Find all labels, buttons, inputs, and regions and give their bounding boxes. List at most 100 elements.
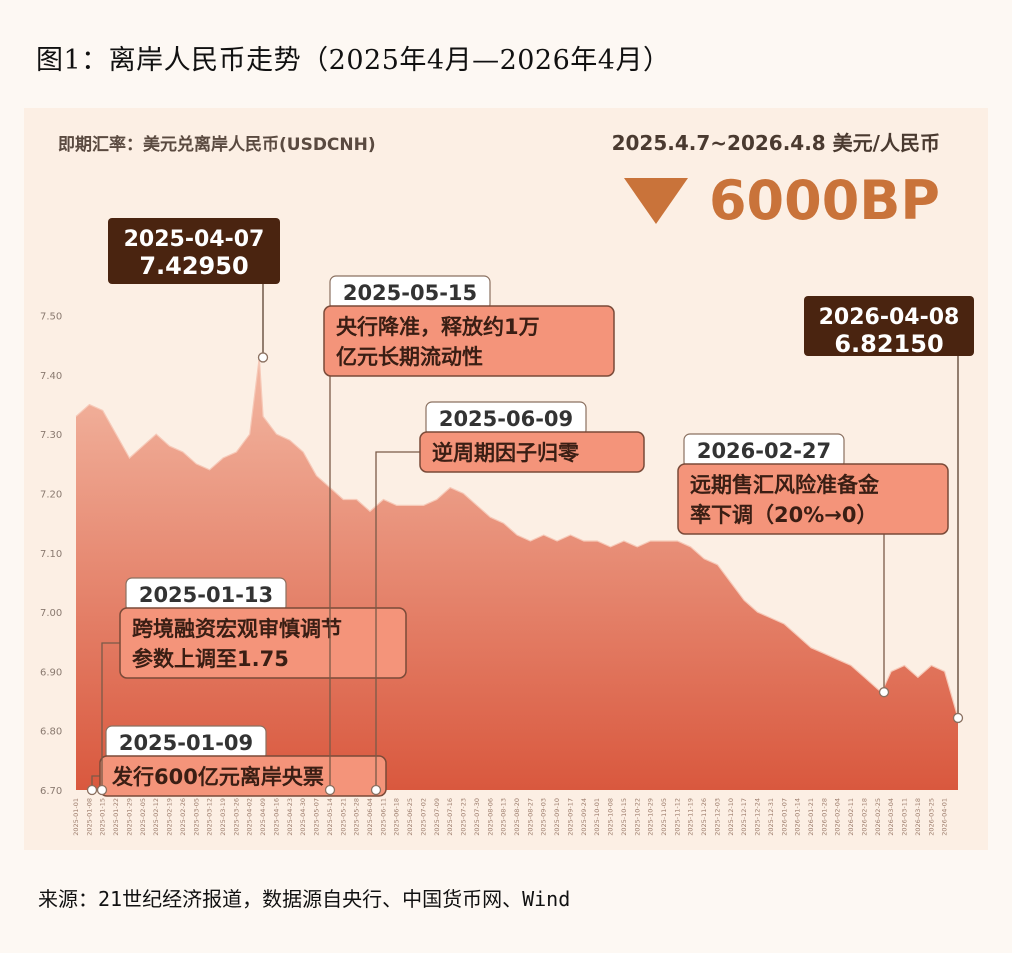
x-tick-label: 2025-10-15 [620, 798, 628, 836]
event-box [323, 305, 615, 377]
event-connector [375, 451, 420, 790]
event-callout: 2025-06-09 逆周期因子归零 [370, 401, 645, 796]
event-box [419, 431, 645, 473]
x-tick-label: 2026-01-28 [820, 798, 828, 836]
series-area [76, 357, 958, 790]
x-tick-label: 2025-05-21 [339, 798, 347, 836]
highlight-value: 7.42950 [139, 252, 248, 280]
y-tick-label: 6.80 [40, 727, 62, 738]
event-text: 发行600亿元离岸央票 [111, 765, 324, 789]
event-date: 2025-06-09 [439, 407, 573, 431]
x-tick-label: 2025-06-18 [393, 798, 401, 836]
y-tick-label: 7.10 [40, 549, 62, 560]
highlight-marker [952, 712, 964, 724]
event-marker [96, 784, 108, 796]
x-tick-label: 2025-09-03 [540, 798, 548, 836]
x-tick-label: 2025-04-09 [259, 798, 267, 836]
x-tick-label: 2025-06-25 [406, 798, 414, 836]
x-tick-label: 2026-02-25 [874, 798, 882, 836]
x-tick-label: 2025-04-30 [299, 798, 307, 836]
event-marker [370, 784, 382, 796]
header-left-label: 即期汇率：美元兑离岸人民币(USDCNH) [58, 134, 376, 155]
event-marker [86, 784, 98, 796]
y-tick-label: 7.50 [40, 312, 62, 323]
x-tick-label: 2025-05-07 [313, 798, 321, 836]
event-date: 2025-01-09 [119, 731, 253, 755]
y-tick-label: 7.40 [40, 371, 62, 382]
x-tick-label: 2026-03-25 [927, 798, 935, 836]
highlight-callout: 2025-04-077.42950 [108, 218, 280, 363]
x-tick-label: 2025-12-24 [754, 798, 762, 836]
highlight-callout: 2026-04-086.82150 [804, 296, 974, 724]
x-tick-label: 2025-09-24 [580, 798, 588, 836]
x-tick-label: 2025-05-14 [326, 798, 334, 836]
event-callout: 2025-01-09 发行600亿元离岸央票 [86, 725, 387, 797]
x-tick-label: 2026-01-21 [807, 798, 815, 836]
x-tick-label: 2025-01-29 [125, 798, 133, 836]
x-tick-label: 2025-11-19 [687, 798, 695, 836]
x-tick-label: 2025-07-16 [446, 798, 454, 836]
x-tick-label: 2025-07-23 [460, 798, 468, 836]
event-text: 央行降准，释放约1万 [336, 315, 540, 339]
x-tick-label: 2025-08-20 [513, 798, 521, 836]
event-box [119, 607, 407, 679]
x-tick-label: 2025-11-26 [700, 798, 708, 836]
x-tick-label: 2025-10-29 [647, 798, 655, 836]
x-tick-label: 2026-03-11 [901, 798, 909, 836]
x-tick-label: 2026-01-07 [780, 798, 788, 836]
x-tick-label: 2025-10-08 [607, 798, 615, 836]
y-tick-label: 7.20 [40, 490, 62, 501]
x-tick-label: 2026-03-04 [887, 798, 895, 836]
x-tick-label: 2025-11-05 [660, 798, 668, 836]
event-date: 2026-02-27 [697, 439, 831, 463]
event-marker [878, 687, 890, 698]
x-tick-label: 2025-04-02 [246, 798, 254, 836]
header-change: 6000BP [709, 169, 940, 232]
event-marker [324, 784, 336, 796]
x-tick-label: 2025-03-26 [232, 798, 240, 836]
x-tick-label: 2025-05-28 [353, 798, 361, 836]
x-tick-label: 2025-01-01 [72, 798, 80, 836]
down-arrow-icon [624, 178, 688, 224]
highlight-value: 6.82150 [834, 330, 943, 358]
header-period: 2025.4.7~2026.4.8 美元/人民币 [612, 131, 940, 155]
x-tick-label: 2025-04-23 [286, 798, 294, 836]
x-tick-label: 2025-06-04 [366, 798, 374, 836]
highlight-box [804, 296, 974, 356]
x-tick-label: 2025-01-22 [112, 798, 120, 836]
highlight-date: 2026-04-08 [819, 305, 960, 330]
x-tick-label: 2025-08-13 [500, 798, 508, 836]
event-box [677, 463, 949, 535]
x-tick-label: 2025-10-22 [633, 798, 641, 836]
figure-title: 图1：离岸人民币走势（2025年4月—2026年4月） [36, 45, 671, 76]
x-tick-label: 2025-12-10 [727, 798, 735, 836]
event-text: 率下调（20%→0） [690, 503, 877, 527]
source-note: 来源：21世纪经济报道，数据源自央行、中国货币网、Wind [38, 887, 571, 911]
y-tick-label: 7.30 [40, 430, 62, 441]
highlight-date: 2025-04-07 [124, 227, 265, 252]
x-tick-label: 2025-06-11 [379, 798, 387, 836]
x-tick-label: 2025-11-12 [673, 798, 681, 836]
x-tick-label: 2025-09-10 [553, 798, 561, 836]
x-tick-label: 2026-02-18 [860, 798, 868, 836]
x-tick-label: 2025-02-12 [152, 798, 160, 836]
x-tick-label: 2025-07-09 [433, 798, 441, 836]
x-tick-label: 2025-10-01 [593, 798, 601, 836]
event-date: 2025-01-13 [139, 583, 273, 607]
x-tick-label: 2025-12-31 [767, 798, 775, 836]
y-tick-label: 7.00 [40, 608, 62, 619]
x-tick-label: 2025-01-08 [85, 798, 93, 836]
x-tick-label: 2025-03-12 [206, 798, 214, 836]
event-text: 远期售汇风险准备金 [690, 473, 880, 497]
y-tick-label: 6.70 [40, 786, 62, 797]
event-date: 2025-05-15 [343, 281, 477, 305]
highlight-box [108, 218, 280, 284]
x-tick-label: 2025-03-05 [192, 798, 200, 836]
x-tick-label: 2025-04-16 [272, 798, 280, 836]
x-tick-label: 2025-07-02 [419, 798, 427, 836]
event-box [99, 755, 387, 797]
highlight-marker [257, 352, 269, 363]
